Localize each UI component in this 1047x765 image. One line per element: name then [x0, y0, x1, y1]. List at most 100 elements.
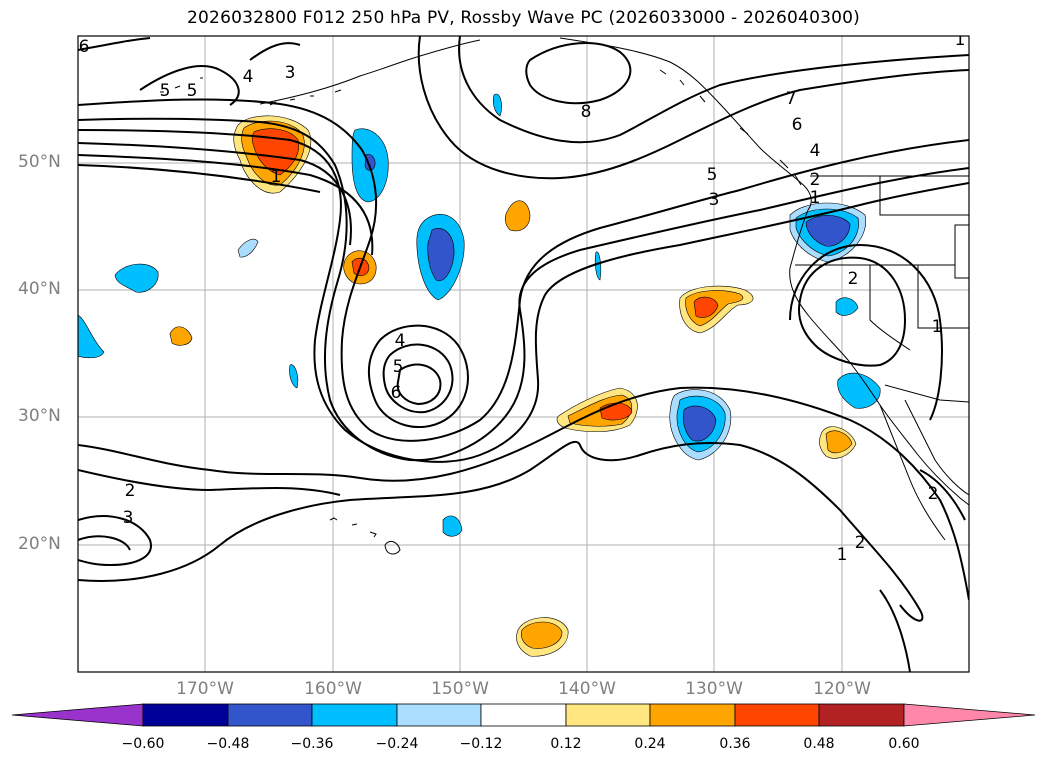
pv-contour	[919, 469, 966, 521]
colorbar-tick: 0.36	[719, 736, 751, 752]
colorbar	[11, 703, 1036, 727]
pv-contour	[78, 164, 321, 193]
colorbar-bin	[311, 703, 398, 727]
lon-label: 130°W	[685, 679, 743, 699]
pv-contour	[78, 440, 924, 622]
contour-label: 6	[79, 37, 90, 57]
pv-contour	[78, 129, 969, 463]
lat-label: 20°N	[18, 534, 61, 554]
colorbar-bin	[227, 703, 313, 727]
pv-contour	[78, 386, 969, 601]
positive-anomaly	[693, 296, 719, 318]
contour-label: 5	[187, 81, 198, 101]
contour-label: 2	[810, 170, 821, 190]
contour-labels: 6 5 4 3 5 8 7 6 5 4 3 2 1 1 2 1 4 5 6 2 …	[79, 30, 966, 565]
pv-contour	[78, 469, 341, 496]
contour-label: 3	[709, 190, 720, 210]
negative-anomaly	[805, 215, 851, 247]
negative-anomaly	[114, 263, 159, 293]
pv-contour	[368, 324, 469, 429]
pv-contour	[458, 36, 969, 144]
colorbar-tick: −0.36	[290, 736, 334, 752]
pv-contour	[382, 343, 454, 414]
positive-anomaly	[521, 621, 563, 649]
colorbar-tick: −0.60	[121, 736, 165, 752]
pv-contour	[78, 117, 969, 462]
negative-anomaly	[427, 228, 455, 282]
bc-islands	[659, 69, 802, 186]
coastline-mexico	[904, 399, 969, 496]
colorbar-tick: 0.24	[634, 736, 666, 752]
pv-contour	[78, 142, 352, 246]
contour-label: 1	[810, 188, 821, 208]
negative-anomaly	[442, 515, 463, 537]
border-state	[869, 265, 911, 351]
colorbar-tick: 0.60	[888, 736, 920, 752]
contour-label: 1	[955, 30, 966, 50]
contour-label: 2	[848, 269, 859, 289]
contour-label: 6	[391, 383, 402, 403]
lon-label: 160°W	[304, 679, 362, 699]
contour-label: 1	[932, 317, 943, 337]
lat-label: 30°N	[18, 406, 61, 426]
pv-contour	[78, 37, 151, 51]
negative-anomaly	[682, 405, 717, 442]
pv-contour	[417, 36, 969, 180]
pv-contour	[797, 256, 907, 367]
colorbar-tick: −0.24	[375, 736, 419, 752]
lon-label: 120°W	[813, 679, 871, 699]
contour-label: 7	[786, 89, 797, 109]
colorbar-bin	[142, 703, 229, 727]
lon-label: 170°W	[176, 679, 234, 699]
negative-anomaly	[237, 238, 259, 258]
positive-anomaly	[169, 326, 193, 346]
contour-label: 1	[271, 167, 282, 187]
gridlines	[78, 36, 969, 672]
negative-anomaly	[289, 364, 299, 389]
pv-contour	[139, 65, 240, 106]
contour-label: 2	[855, 533, 866, 553]
colorbar-bin	[649, 703, 736, 727]
colorbar-tick: −0.12	[459, 736, 503, 752]
colorbar-bin	[565, 703, 651, 727]
negative-anomaly	[594, 251, 602, 281]
colorbar-extend-high	[903, 703, 1036, 727]
border-state	[879, 176, 969, 216]
lat-label: 50°N	[18, 152, 61, 172]
contour-label: 1	[837, 545, 848, 565]
colorbar-tick: −0.48	[206, 736, 250, 752]
pv-contour	[78, 154, 374, 256]
contour-label: 6	[792, 115, 803, 135]
contour-label: 5	[707, 165, 718, 185]
pv-contour	[879, 589, 911, 672]
pv-contour	[249, 42, 301, 61]
positive-anomaly	[504, 200, 531, 232]
contour-label: 4	[810, 141, 821, 161]
colorbar-bin	[734, 703, 820, 727]
pv-contour	[78, 98, 969, 442]
contour-label: 2	[928, 484, 939, 504]
lon-label: 140°W	[558, 679, 616, 699]
positive-anomaly	[825, 430, 853, 454]
negative-anomaly	[364, 153, 376, 171]
lon-label: 150°W	[431, 679, 489, 699]
contour-label: 4	[395, 331, 406, 351]
contour-label: 3	[285, 63, 296, 83]
colorbar-bin	[480, 703, 567, 727]
contour-label: 8	[581, 102, 592, 122]
border-state	[954, 224, 969, 279]
coastline-baja	[879, 404, 946, 541]
map-frame	[77, 35, 970, 673]
coastline-us-west	[789, 209, 969, 506]
contour-label: 5	[393, 357, 404, 377]
pv-contour	[78, 535, 131, 551]
contour-label: 5	[160, 81, 171, 101]
pv-contours	[78, 36, 969, 672]
hawaii	[329, 517, 401, 555]
colorbar-tick: 0.48	[803, 736, 835, 752]
pv-contour	[789, 243, 943, 421]
colorbar-extend-low	[11, 703, 144, 727]
colorbar-tick: 0.12	[550, 736, 582, 752]
coastlines	[160, 37, 969, 555]
